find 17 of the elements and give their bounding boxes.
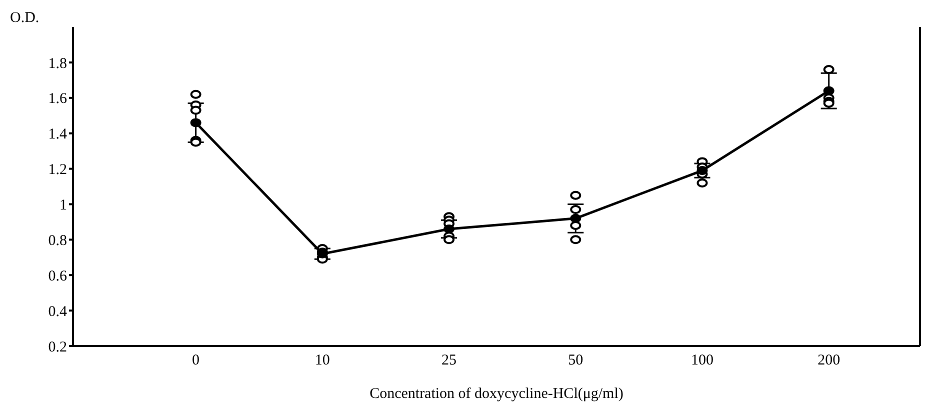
- x-tick-label: 0: [192, 352, 200, 369]
- x-tick-label: 50: [568, 352, 584, 369]
- y-tick-label: 0.8: [48, 232, 67, 249]
- x-tick-label: 200: [818, 352, 840, 369]
- x-axis-title: Concentration of doxycycline-HCl(μg/ml): [370, 386, 624, 402]
- y-tick-label: 1.2: [48, 162, 67, 178]
- y-tick-label: 1.4: [48, 126, 68, 143]
- y-tick-label: 1: [60, 198, 67, 214]
- y-axis-title: O.D.: [10, 10, 40, 27]
- y-tick-label: 0.2: [48, 339, 67, 356]
- y-tick-label: 1.8: [48, 56, 67, 72]
- x-tick-label: 100: [690, 352, 714, 369]
- x-tick-label: 25: [442, 352, 457, 369]
- y-tick-label: 0.6: [48, 268, 68, 284]
- y-tick-label: 1.6: [48, 91, 68, 108]
- x-tick-label: 10: [314, 352, 330, 369]
- y-tick-label: 0.4: [48, 304, 68, 320]
